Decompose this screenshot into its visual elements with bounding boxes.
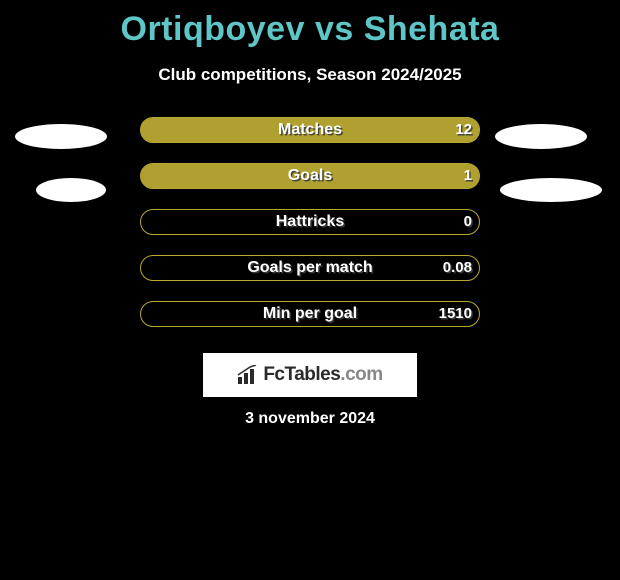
bar-fill: [141, 118, 479, 142]
decorative-ellipse: [495, 124, 587, 149]
subtitle: Club competitions, Season 2024/2025: [0, 65, 620, 85]
page-title: Ortiqboyev vs Shehata: [0, 0, 620, 49]
bar-track: [140, 301, 480, 327]
decorative-ellipse: [500, 178, 602, 202]
logo-text: FcTables.com: [263, 364, 382, 386]
bar-track: [140, 209, 480, 235]
stat-row: Goals per match0.08: [0, 255, 620, 301]
bar-fill: [141, 164, 479, 188]
date-text: 3 november 2024: [0, 410, 620, 428]
fctables-logo: FcTables.com: [203, 353, 417, 397]
decorative-ellipse: [15, 124, 107, 149]
bar-track: [140, 163, 480, 189]
bar-track: [140, 117, 480, 143]
stats-container: Matches12Goals1Hattricks0Goals per match…: [0, 117, 620, 347]
bar-chart-icon: [237, 365, 259, 385]
stat-row: Hattricks0: [0, 209, 620, 255]
stat-row: Min per goal1510: [0, 301, 620, 347]
decorative-ellipse: [36, 178, 106, 202]
bar-track: [140, 255, 480, 281]
